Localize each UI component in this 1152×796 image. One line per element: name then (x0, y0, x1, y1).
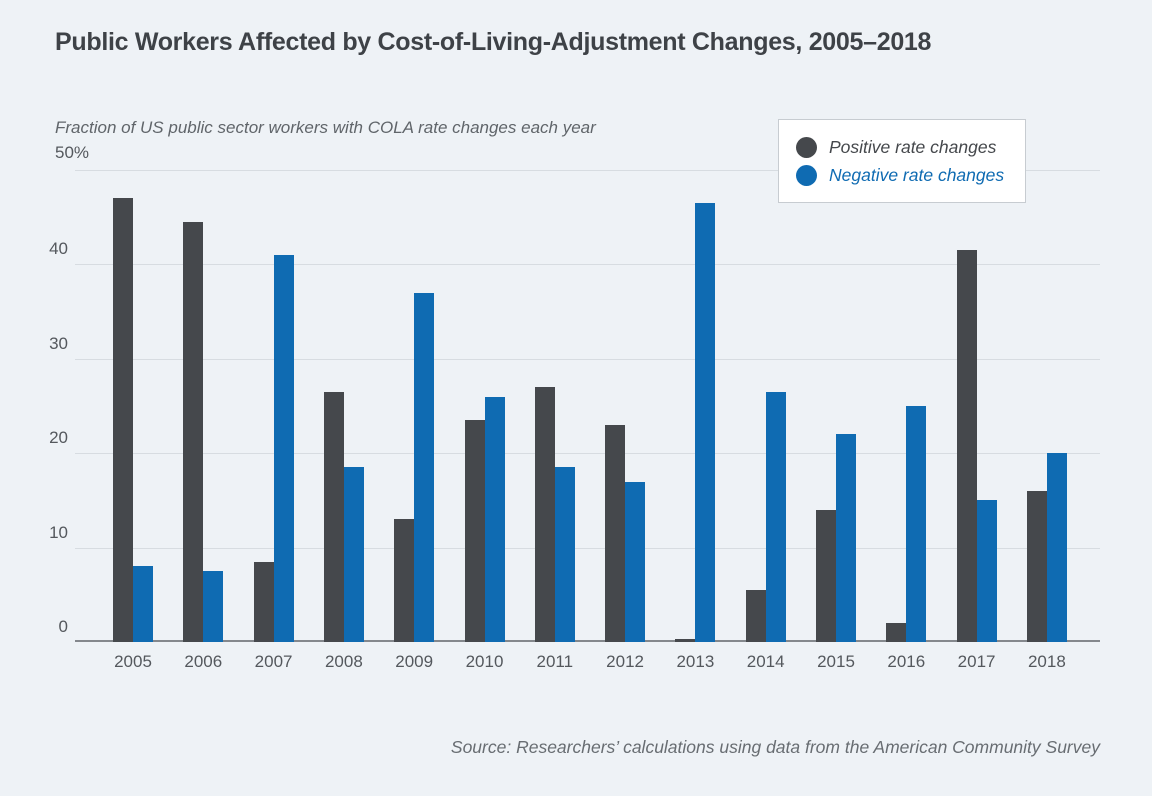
bar-negative-2005 (133, 566, 153, 642)
bar-negative-2008 (343, 467, 364, 642)
chart-title: Public Workers Affected by Cost-of-Livin… (55, 28, 932, 56)
y-axis-top-label: 50% (55, 143, 90, 162)
bar-negative-2017 (976, 500, 997, 642)
bar-positive-2012 (605, 424, 626, 642)
x-tick-label-2018: 2018 (1027, 652, 1066, 671)
bar-negative-2014 (765, 391, 786, 642)
bar-negative-2009 (414, 292, 435, 642)
x-tick-label-2017: 2017 (957, 652, 996, 671)
bar-positive-2013 (675, 639, 696, 642)
bar-negative-2006 (203, 571, 224, 642)
x-tick-label-2015: 2015 (817, 652, 855, 671)
gridline-50 (75, 170, 1100, 171)
x-tick-label-2012: 2012 (606, 652, 644, 671)
bar-positive-2008 (323, 391, 344, 642)
gridline-20 (75, 453, 1100, 455)
x-tick-label-2011: 2011 (536, 652, 574, 671)
y-tick-label-20: 20 (49, 428, 68, 448)
gridline-30 (75, 358, 1100, 360)
x-tick-label-2006: 2006 (184, 652, 223, 671)
bar-positive-2005 (113, 198, 133, 642)
plot-area (75, 170, 1100, 642)
bar-negative-2018 (1046, 453, 1067, 642)
x-axis-line (75, 640, 1100, 642)
negative-series-swatch-icon (796, 164, 817, 186)
bar-positive-2006 (183, 221, 204, 642)
bar-negative-2011 (554, 467, 575, 642)
y-tick-label-10: 10 (49, 522, 68, 542)
y-tick-label-0: 0 (58, 617, 68, 636)
x-tick-label-2008: 2008 (324, 652, 363, 671)
x-tick-label-2010: 2010 (465, 652, 504, 671)
bar-negative-2013 (695, 203, 716, 642)
source-note: Source: Researchers’ calculations using … (450, 737, 1100, 757)
bar-negative-2015 (836, 434, 856, 642)
legend-item-negative: Negative rate changes (796, 164, 1025, 186)
chart-subtitle: Fraction of US public sector workers wit… (55, 118, 596, 137)
bar-positive-2015 (816, 509, 836, 642)
bar-negative-2010 (484, 396, 505, 642)
x-tick-label-2005: 2005 (114, 652, 152, 671)
bar-positive-2011 (534, 387, 555, 642)
bar-positive-2016 (886, 623, 907, 642)
x-tick-label-2007: 2007 (254, 652, 293, 671)
positive-series-swatch-icon (796, 136, 817, 158)
y-tick-label-40: 40 (49, 239, 68, 259)
x-tick-label-2016: 2016 (887, 652, 926, 671)
bar-positive-2018 (1026, 490, 1047, 642)
legend-item-positive: Positive rate changes (796, 136, 1025, 158)
gridline-10 (75, 547, 1100, 549)
bar-positive-2014 (745, 590, 766, 642)
bar-positive-2009 (394, 519, 415, 642)
legend-label-positive: Positive rate changes (829, 136, 997, 157)
x-tick-label-2014: 2014 (746, 652, 785, 671)
bar-positive-2007 (253, 561, 274, 642)
x-tick-label-2013: 2013 (676, 652, 715, 671)
bar-negative-2007 (273, 254, 294, 642)
bar-negative-2016 (906, 406, 927, 642)
x-tick-label-2009: 2009 (395, 652, 434, 671)
legend: Positive rate changes Negative rate chan… (778, 119, 1026, 203)
bar-positive-2010 (464, 420, 485, 642)
bar-negative-2012 (625, 481, 646, 642)
y-tick-label-30: 30 (49, 333, 68, 353)
legend-label-negative: Negative rate changes (829, 164, 1005, 185)
gridline-40 (75, 264, 1100, 266)
bar-positive-2017 (956, 250, 977, 642)
